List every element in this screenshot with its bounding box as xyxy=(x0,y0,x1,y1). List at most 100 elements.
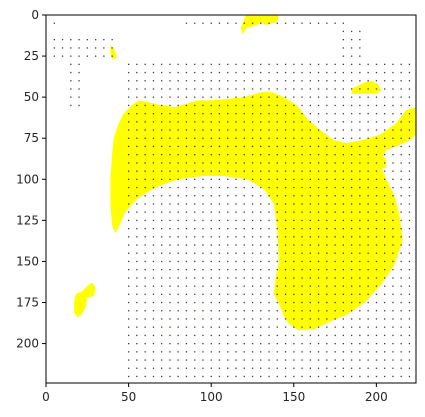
vector-dot xyxy=(400,260,402,263)
vector-dot xyxy=(326,277,328,279)
vector-dot xyxy=(400,367,402,369)
vector-dot xyxy=(227,310,229,312)
vector-dot xyxy=(284,22,287,24)
vector-dot xyxy=(210,104,212,107)
vector-dot xyxy=(284,113,287,115)
vector-dot xyxy=(301,63,303,65)
vector-dot xyxy=(103,39,105,41)
vector-dot xyxy=(251,129,254,131)
vector-dot xyxy=(334,252,336,254)
vector-dot xyxy=(268,162,270,164)
vector-dot xyxy=(351,203,353,205)
vector-dot xyxy=(293,236,295,238)
vector-dot xyxy=(218,186,221,189)
vector-dot xyxy=(177,121,179,123)
vector-dot xyxy=(202,129,204,131)
vector-dot xyxy=(235,129,237,131)
vector-dot xyxy=(342,334,344,337)
vector-dot xyxy=(202,211,204,213)
y-tick-label: 200 xyxy=(16,337,39,351)
vector-dot xyxy=(284,260,287,263)
vector-dot xyxy=(342,310,344,312)
vector-dot xyxy=(144,236,146,238)
vector-dot xyxy=(202,137,204,139)
vector-dot xyxy=(185,104,188,107)
vector-dot xyxy=(392,285,394,287)
vector-dot xyxy=(235,186,237,189)
vector-dot xyxy=(301,351,303,353)
vector-dot xyxy=(218,219,221,222)
vector-dot xyxy=(128,80,130,82)
vector-dot xyxy=(194,195,196,197)
vector-dot xyxy=(317,145,320,148)
vector-dot xyxy=(384,269,386,271)
vector-dot xyxy=(202,269,204,271)
vector-dot xyxy=(136,104,138,107)
vector-dot xyxy=(70,55,72,57)
vector-dot xyxy=(276,186,278,189)
vector-dot xyxy=(169,170,171,172)
vector-dot xyxy=(375,236,378,238)
vector-dot xyxy=(177,96,179,98)
vector-dot xyxy=(276,129,278,131)
vector-dot xyxy=(375,178,378,180)
vector-dot xyxy=(384,88,386,90)
vector-dot xyxy=(351,318,353,320)
vector-dot xyxy=(227,195,229,197)
vector-dot xyxy=(210,22,212,24)
vector-dot xyxy=(384,80,386,82)
vector-dot xyxy=(210,260,212,263)
vector-dot xyxy=(136,219,138,222)
vector-dot xyxy=(111,39,113,41)
vector-dot xyxy=(367,88,369,90)
vector-dot xyxy=(384,145,386,148)
vector-dot xyxy=(251,244,254,246)
vector-dot xyxy=(53,22,55,24)
vector-dot xyxy=(78,88,80,90)
vector-dot xyxy=(384,236,386,238)
vector-dot xyxy=(276,359,278,361)
vector-dot xyxy=(408,211,411,213)
vector-dot xyxy=(375,219,378,222)
vector-dot xyxy=(334,195,336,197)
vector-dot xyxy=(284,145,287,148)
vector-dot xyxy=(185,334,188,337)
vector-dot xyxy=(161,351,163,353)
vector-dot xyxy=(260,260,262,263)
vector-dot xyxy=(194,260,196,263)
vector-dot xyxy=(202,260,204,263)
vector-dot xyxy=(161,186,163,189)
vector-dot xyxy=(235,293,237,295)
vector-dot xyxy=(210,170,212,172)
vector-dot xyxy=(152,88,155,90)
vector-dot xyxy=(177,195,179,197)
vector-dot xyxy=(169,219,171,222)
vector-dot xyxy=(136,121,138,123)
vector-dot xyxy=(367,121,369,123)
vector-dot xyxy=(392,301,394,304)
vector-dot xyxy=(276,219,278,222)
vector-dot xyxy=(152,211,155,213)
vector-dot xyxy=(334,22,336,24)
vector-dot xyxy=(152,293,155,295)
vector-dot xyxy=(243,334,245,337)
vector-dot xyxy=(342,301,344,304)
vector-dot xyxy=(293,162,295,164)
vector-dot xyxy=(276,170,278,172)
vector-dot xyxy=(293,178,295,180)
vector-dot xyxy=(194,351,196,353)
vector-dot xyxy=(169,129,171,131)
vector-dot xyxy=(309,96,311,98)
vector-dot xyxy=(293,375,295,378)
vector-dot xyxy=(317,195,320,197)
vector-dot xyxy=(276,145,278,148)
vector-dot xyxy=(194,310,196,312)
vector-dot xyxy=(334,310,336,312)
vector-dot xyxy=(342,375,344,378)
vector-dot xyxy=(408,285,411,287)
vector-dot xyxy=(317,162,320,164)
vector-dot xyxy=(144,269,146,271)
vector-dot xyxy=(210,351,212,353)
vector-dot xyxy=(243,326,245,328)
vector-dot xyxy=(334,244,336,246)
